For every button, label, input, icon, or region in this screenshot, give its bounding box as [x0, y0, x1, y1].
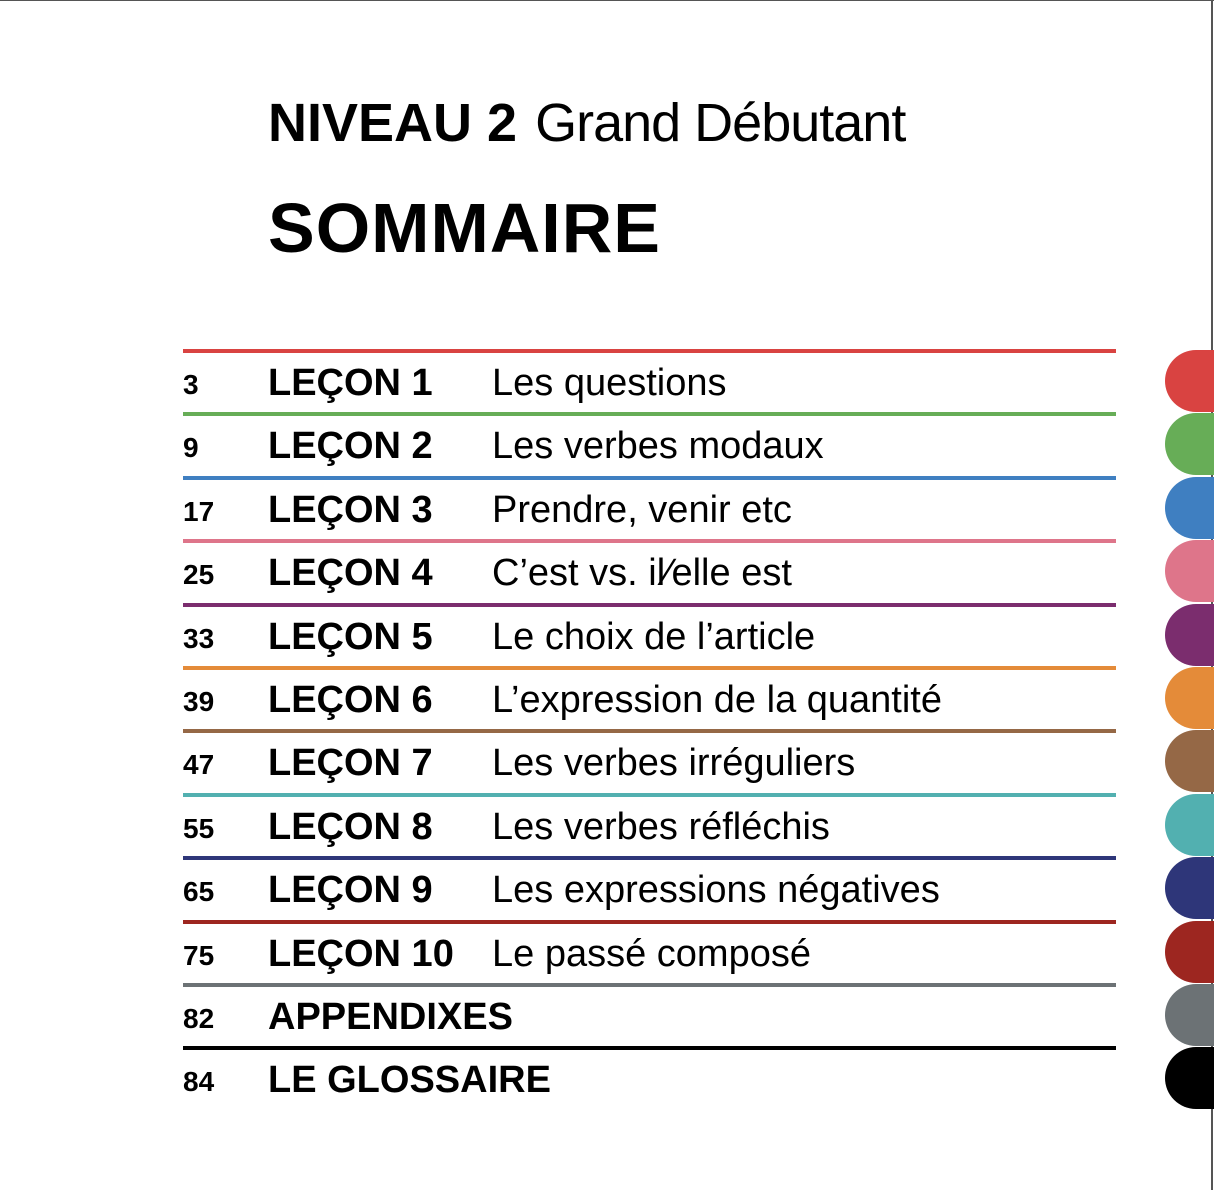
toc-entry[interactable]: 33 LEÇON 5 Le choix de l’article [183, 602, 1116, 666]
lesson-label: LEÇON 7 [268, 742, 433, 785]
toc-entry[interactable]: 84 LE GLOSSAIRE [183, 1046, 1116, 1109]
toc-entry[interactable]: 55 LEÇON 8 Les verbes réfléchis [183, 792, 1116, 856]
page-number: 39 [183, 685, 215, 717]
section-tab[interactable] [1165, 857, 1214, 920]
toc-entry[interactable]: 47 LEÇON 7 Les verbes irréguliers [183, 729, 1116, 792]
page-number: 47 [183, 749, 215, 781]
page-number: 65 [183, 876, 215, 908]
lesson-title: Les verbes irréguliers [492, 742, 856, 785]
section-tab[interactable] [1165, 476, 1214, 539]
lesson-title: Les expressions négatives [492, 869, 940, 912]
section-tab[interactable] [1165, 350, 1214, 412]
toc-entry[interactable]: 9 LEÇON 2 Les verbes modaux [183, 412, 1116, 475]
lesson-label: LEÇON 8 [268, 805, 433, 848]
lesson-label: LEÇON 6 [268, 678, 433, 721]
toc-entry[interactable]: 82 APPENDIXES [183, 982, 1116, 1046]
section-tab[interactable] [1165, 1047, 1214, 1110]
table-of-contents: 3 LEÇON 1 Les questions 9 LEÇON 2 Les verbes … [183, 349, 1116, 1110]
toc-entry[interactable]: 17 LEÇON 3 Prendre, venir etc [183, 475, 1116, 539]
level-name: Grand Débutant [535, 93, 906, 153]
toc-entry[interactable]: 3 LEÇON 1 Les questions [183, 349, 1116, 412]
section-tab[interactable] [1165, 730, 1214, 793]
lesson-title: Prendre, venir etc [492, 488, 792, 531]
lesson-title: Le passé composé [492, 932, 811, 975]
lesson-title: Les questions [492, 362, 727, 404]
lesson-label: LE GLOSSAIRE [268, 1059, 551, 1102]
section-tab[interactable] [1165, 920, 1214, 983]
toc-entry[interactable]: 25 LEÇON 4 C’est vs. il⁄elle est [183, 539, 1116, 602]
section-tab[interactable] [1165, 984, 1214, 1046]
lesson-label: LEÇON 10 [268, 932, 454, 975]
section-tab[interactable] [1165, 603, 1214, 666]
lesson-label: LEÇON 3 [268, 488, 433, 531]
page-title: SOMMAIRE [268, 189, 661, 267]
section-tab[interactable] [1165, 413, 1214, 476]
lesson-label: LEÇON 2 [268, 425, 433, 468]
page-number: 84 [183, 1066, 215, 1098]
section-tab[interactable] [1165, 793, 1214, 856]
lesson-title: C’est vs. il⁄elle est [492, 552, 792, 595]
lesson-title: Les verbes réfléchis [492, 805, 830, 848]
lesson-title: Les verbes modaux [492, 425, 824, 468]
level-heading: NIVEAU 2 Grand Débutant [268, 92, 906, 154]
page-number: 33 [183, 622, 215, 654]
toc-entry[interactable]: 65 LEÇON 9 Les expressions négatives [183, 856, 1116, 919]
page-number: 75 [183, 939, 215, 971]
section-tab[interactable] [1165, 667, 1214, 729]
page-number: 9 [183, 432, 199, 464]
lesson-title: Le choix de l’article [492, 615, 816, 658]
page-number: 3 [183, 369, 199, 400]
lesson-label: LEÇON 5 [268, 615, 433, 658]
lesson-label: LEÇON 9 [268, 869, 433, 912]
page-border-top [0, 0, 1214, 1]
level-label: NIVEAU 2 [268, 93, 518, 153]
page-number: 82 [183, 1002, 215, 1034]
page-number: 17 [183, 495, 215, 527]
toc-entry[interactable]: 75 LEÇON 10 Le passé composé [183, 919, 1116, 983]
lesson-label: LEÇON 1 [268, 362, 433, 404]
lesson-label: APPENDIXES [268, 995, 513, 1038]
page-number: 55 [183, 812, 215, 844]
page-number: 25 [183, 559, 215, 591]
lesson-label: LEÇON 4 [268, 552, 433, 595]
lesson-title: L’expression de la quantité [492, 678, 942, 721]
section-tab[interactable] [1165, 540, 1214, 603]
toc-entry[interactable]: 39 LEÇON 6 L’expression de la quantité [183, 665, 1116, 729]
